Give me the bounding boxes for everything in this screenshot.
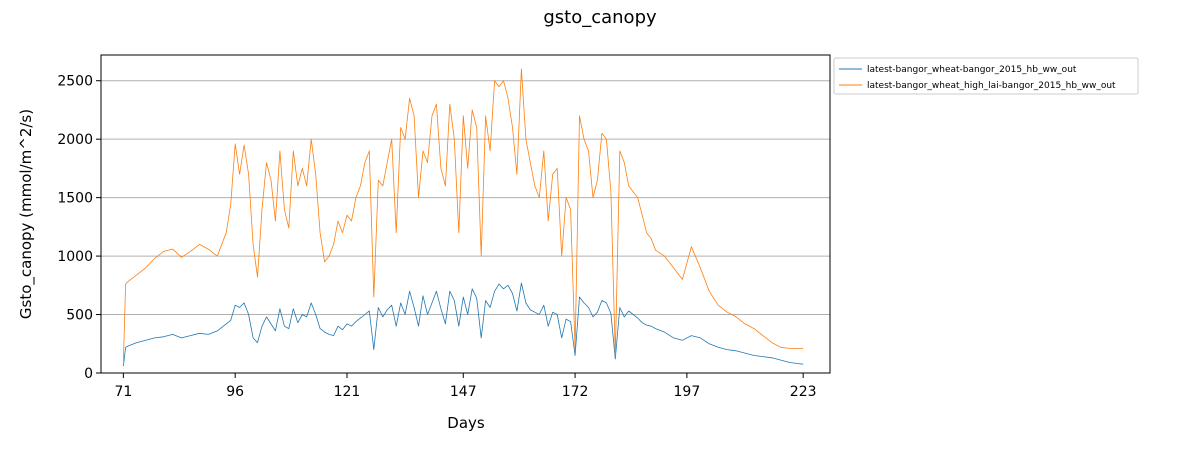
x-tick-label-2: 121 — [334, 384, 361, 400]
legend-label-1: latest-bangor_wheat_high_lai-bangor_2015… — [867, 81, 1116, 91]
y-tick-label-2: 1000 — [57, 249, 93, 265]
legend-frame — [833, 57, 1139, 95]
y-tick-label-5: 2500 — [57, 74, 93, 90]
y-tick-label-0: 0 — [84, 366, 93, 382]
x-tick-label-3: 147 — [450, 384, 477, 400]
series-line-1 — [123, 68, 804, 362]
x-tick-label-6: 223 — [790, 384, 817, 400]
plot-area-frame — [100, 54, 831, 374]
x-tick-label-0: 71 — [114, 384, 132, 400]
chart-title: gsto_canopy — [543, 7, 657, 28]
y-axis: 0 500 1000 1500 2000 2500 — [57, 74, 101, 382]
x-tick-label-1: 96 — [226, 384, 244, 400]
series-line-0 — [123, 282, 804, 367]
legend-label-0: latest-bangor_wheat-bangor_2015_hb_ww_ou… — [867, 65, 1077, 75]
x-axis: 71 96 121 147 172 197 223 — [114, 373, 817, 400]
x-tick-label-4: 172 — [562, 384, 589, 400]
y-axis-label: Gsto_canopy (mmol/m^2/s) — [17, 109, 36, 319]
series-lines — [123, 68, 804, 367]
x-tick-label-5: 197 — [674, 384, 701, 400]
y-tick-label-4: 2000 — [57, 132, 93, 148]
x-axis-label: Days — [447, 414, 485, 432]
legend: latest-bangor_wheat-bangor_2015_hb_ww_ou… — [833, 57, 1139, 95]
y-tick-label-3: 1500 — [57, 191, 93, 207]
y-tick-label-1: 500 — [66, 308, 93, 324]
